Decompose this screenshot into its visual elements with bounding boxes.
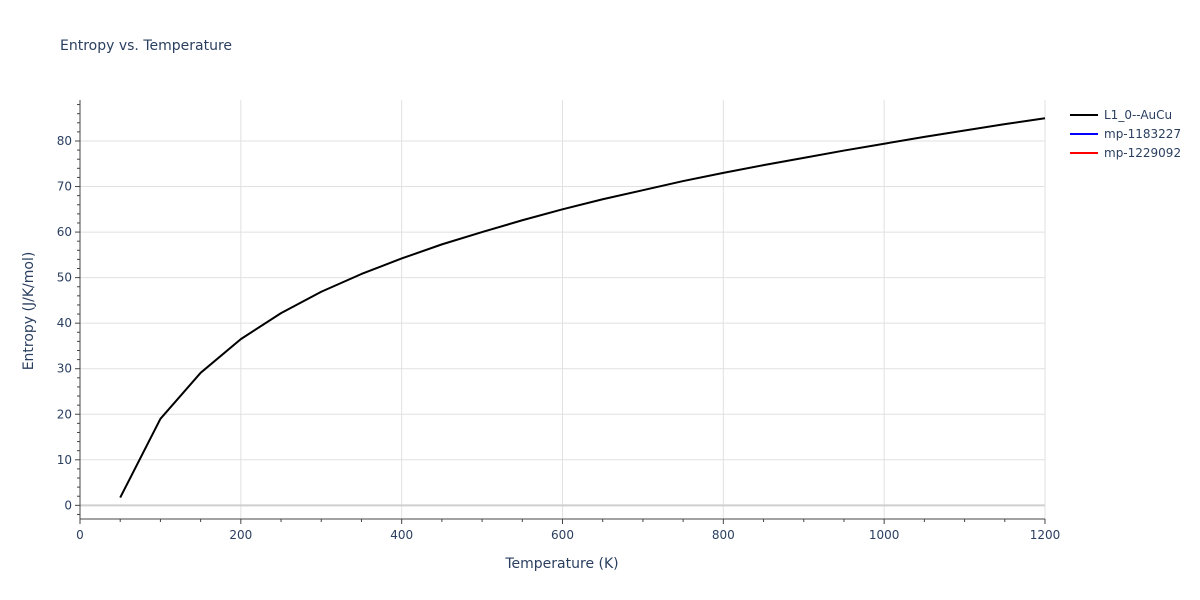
y-tick-label: 60: [57, 225, 72, 239]
x-tick-label: 1200: [1030, 528, 1061, 542]
y-axis-title: Entropy (J/K/mol): [21, 252, 37, 371]
x-tick-label: 400: [390, 528, 413, 542]
y-tick-label: 70: [57, 180, 72, 194]
plot-area: [119, 117, 1046, 499]
legend-item[interactable]: mp-1183227: [1070, 127, 1181, 141]
chart-title: Entropy vs. Temperature: [60, 38, 232, 54]
x-tick-label: 1000: [869, 528, 900, 542]
legend-item[interactable]: L1_0--AuCu: [1070, 108, 1172, 122]
x-tick-label: 200: [229, 528, 252, 542]
y-tick-label: 20: [57, 407, 72, 421]
y-tick-label: 40: [57, 316, 72, 330]
legend-label: mp-1229092: [1104, 146, 1181, 160]
y-tick-label: 0: [64, 498, 72, 512]
y-tick-label: 50: [57, 271, 72, 285]
legend-label: mp-1183227: [1104, 127, 1181, 141]
grid: [80, 100, 1046, 519]
y-tick-label: 10: [57, 453, 72, 467]
x-axis-title: Temperature (K): [504, 556, 618, 572]
x-tick-label: 800: [712, 528, 735, 542]
legend-item[interactable]: mp-1229092: [1070, 146, 1181, 160]
y-tick-label: 80: [57, 134, 72, 148]
legend-label: L1_0--AuCu: [1104, 108, 1172, 122]
legend[interactable]: L1_0--AuCu mp-1183227 mp-1229092: [1070, 108, 1181, 160]
x-tick-label: 0: [76, 528, 84, 542]
series-line-0: [119, 117, 1046, 499]
x-tick-label: 600: [551, 528, 574, 542]
axes: 0 200 400 600 800 1000 1200 0 10 20 30 40 50 60 70 80: [57, 100, 1061, 542]
y-tick-label: 30: [57, 362, 72, 376]
